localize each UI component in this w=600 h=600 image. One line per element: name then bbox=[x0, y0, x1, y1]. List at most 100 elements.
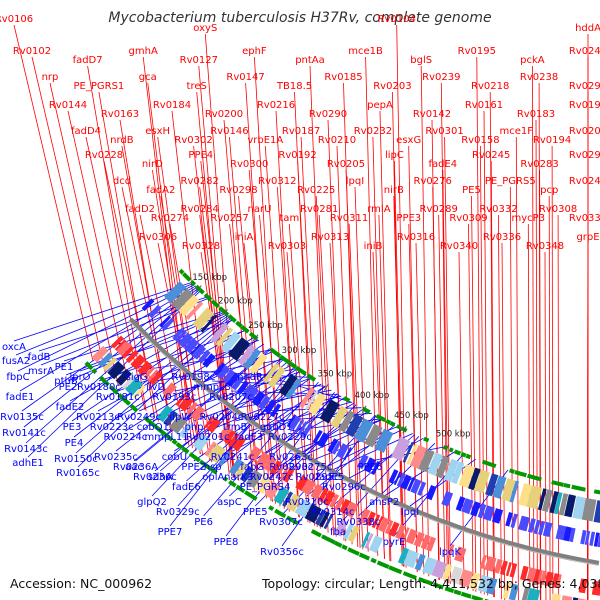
forward-gene-label: dcd bbox=[113, 176, 131, 187]
forward-gene-label: Rv0205 bbox=[327, 159, 365, 170]
forward-gene-label: nirD bbox=[142, 159, 163, 170]
reverse-gene-label: ilvD bbox=[146, 382, 165, 393]
reverse-gene-label: fadE5 bbox=[316, 472, 345, 483]
forward-gene-label: Rv0311 bbox=[330, 213, 368, 224]
reverse-gene-label: Rv0224c bbox=[103, 432, 147, 443]
reverse-gene-label: msrA bbox=[28, 366, 54, 377]
forward-gene-label: nrp bbox=[42, 72, 59, 83]
forward-gene-label: Rv0240 bbox=[569, 46, 600, 57]
reverse-gene-label: lprO bbox=[69, 372, 90, 383]
forward-gene-label: Rv0200 bbox=[205, 109, 243, 120]
reverse-gene-label: fbpC bbox=[6, 372, 29, 383]
forward-gene-label: lpqI bbox=[346, 176, 364, 187]
reverse-gene-label: hsp bbox=[204, 462, 222, 473]
accession-text: Accession: NC_000962 bbox=[10, 576, 153, 591]
reverse-gene-label: PE4 bbox=[65, 438, 84, 449]
reverse-gene-label: Rv0249c bbox=[117, 412, 161, 423]
forward-gene-label: Rv0199 bbox=[569, 100, 600, 111]
reverse-gene-label: fadE3 bbox=[235, 432, 264, 443]
reverse-gene-label: Rv0314c bbox=[311, 507, 355, 518]
reverse-gene-label: PE_PGRS4 bbox=[240, 482, 291, 493]
reverse-gene-label: Rv0141c bbox=[2, 428, 46, 439]
forward-gene-label: Rv0184 bbox=[153, 100, 191, 111]
forward-gene-label: Rv0194 bbox=[533, 135, 571, 146]
forward-gene-label: Rv0283 bbox=[520, 159, 558, 170]
forward-gene-label: Rv0225 bbox=[297, 185, 335, 196]
feature-rings bbox=[84, 268, 600, 600]
outer-feature-ring bbox=[91, 345, 589, 600]
reverse-gene-label: lipW bbox=[169, 412, 191, 423]
forward-gene-label: Rv0192 bbox=[278, 150, 316, 161]
forward-gene-label: Rv0203 bbox=[373, 81, 411, 92]
reverse-gene-label: Rv0213c bbox=[76, 412, 120, 423]
reverse-gene-label: lpqI bbox=[401, 507, 419, 518]
gene-labels: Rv0106 oxyS Rv0104 hddA Rv0102 fadD7 gmhA Rv012… bbox=[0, 14, 600, 558]
reverse-gene-label: Rv0235c bbox=[94, 452, 138, 463]
reverse-gene-label: Rv0181c bbox=[96, 392, 140, 403]
forward-gene-label: Rv0306 bbox=[139, 232, 177, 243]
forward-gene-label: tam bbox=[279, 213, 299, 224]
forward-gene-label: Rv0228 bbox=[85, 150, 123, 161]
reverse-gene-label: Rv0150c bbox=[54, 454, 98, 465]
forward-gene-label: mce1F bbox=[500, 126, 534, 137]
forward-gene-label: Rv0238 bbox=[520, 72, 558, 83]
reverse-gene-label: Rv0275c bbox=[289, 462, 333, 473]
forward-gene-label: narU bbox=[248, 204, 272, 215]
reverse-gene-label: PPE8 bbox=[214, 537, 239, 548]
reverse-gene-label: PPE7 bbox=[158, 527, 183, 538]
forward-gene-label: fadE4 bbox=[428, 159, 457, 170]
reverse-gene-label: trmB bbox=[223, 422, 248, 433]
forward-gene-label: Rv0340 bbox=[440, 241, 478, 252]
reverse-gene-label: cobQ1 bbox=[137, 422, 169, 433]
forward-gene-label: TB18.5 bbox=[276, 81, 312, 92]
scale-tick-label: 300 kbp bbox=[282, 346, 317, 356]
forward-gene-label: Rv0313 bbox=[311, 232, 349, 243]
forward-gene-label: mycP3 bbox=[512, 213, 546, 224]
reverse-gene-label: aac bbox=[125, 462, 143, 473]
reverse-gene-label: Rv0295c bbox=[296, 472, 340, 483]
reverse-gene-label: Rv0204c bbox=[199, 412, 243, 423]
figure-title: Mycobacterium tuberculosis H37Rv, comple… bbox=[108, 10, 491, 26]
inner-green-marks bbox=[178, 268, 600, 495]
reverse-gene-label: sdhA bbox=[148, 472, 173, 483]
reverse-gene-label: Rv0356c bbox=[260, 547, 304, 558]
forward-gene-label: fadD7 bbox=[73, 55, 103, 66]
forward-gene-label: Rv0216 bbox=[257, 100, 295, 111]
reverse-gene-label: nadR bbox=[237, 372, 263, 383]
reverse-gene-label: Rv0310c bbox=[285, 497, 329, 508]
forward-gene-label: Rv0106 bbox=[0, 14, 33, 25]
forward-gene-label: Rv0282 bbox=[181, 176, 219, 187]
reverse-gene-label: PPE5 bbox=[243, 507, 268, 518]
forward-gene-label: PPE4 bbox=[188, 150, 213, 161]
forward-gene-label: PE_PGRS1 bbox=[74, 81, 125, 92]
forward-gene-label: Rv0127 bbox=[180, 55, 218, 66]
forward-gene-label: Rv0142 bbox=[413, 109, 451, 120]
forward-gene-label: Rv0257 bbox=[210, 213, 248, 224]
reverse-gene-label: PE1 bbox=[55, 362, 74, 373]
reverse-gene-label: fadE2 bbox=[56, 402, 85, 413]
scale-tick-label: 350 kbp bbox=[317, 370, 352, 380]
reverse-gene-label: adhE1 bbox=[12, 458, 44, 469]
reverse-gene-label: fba bbox=[330, 527, 346, 538]
forward-gene-label: gmhA bbox=[129, 46, 158, 57]
reverse-gene-label: mmpL3 bbox=[193, 382, 231, 393]
forward-gene-label: lipC bbox=[385, 150, 404, 161]
reverse-gene-label: fadE6 bbox=[172, 482, 201, 493]
forward-gene-label: iniB bbox=[364, 241, 383, 252]
forward-gene-label: gca bbox=[139, 72, 157, 83]
reverse-gene-label: PE3 bbox=[63, 422, 82, 433]
forward-gene-label: Rv0232 bbox=[354, 126, 392, 137]
reverse-gene-label: gabD1 bbox=[260, 422, 293, 433]
reverse-gene-label: fusA2 bbox=[2, 356, 30, 367]
reverse-gene-label: fadE1 bbox=[6, 392, 35, 403]
forward-gene-label: iniA bbox=[235, 232, 254, 243]
forward-gene-label: Rv0328 bbox=[182, 241, 220, 252]
inner-feature-ring bbox=[164, 281, 600, 523]
forward-gene-label: Rv0239 bbox=[422, 72, 460, 83]
forward-gene-label: Rv0298 bbox=[219, 185, 257, 196]
forward-gene-label: hddA bbox=[575, 23, 600, 34]
reverse-gene-label: Rv0193c bbox=[152, 392, 196, 403]
reverse-gene-label: php bbox=[184, 422, 203, 433]
